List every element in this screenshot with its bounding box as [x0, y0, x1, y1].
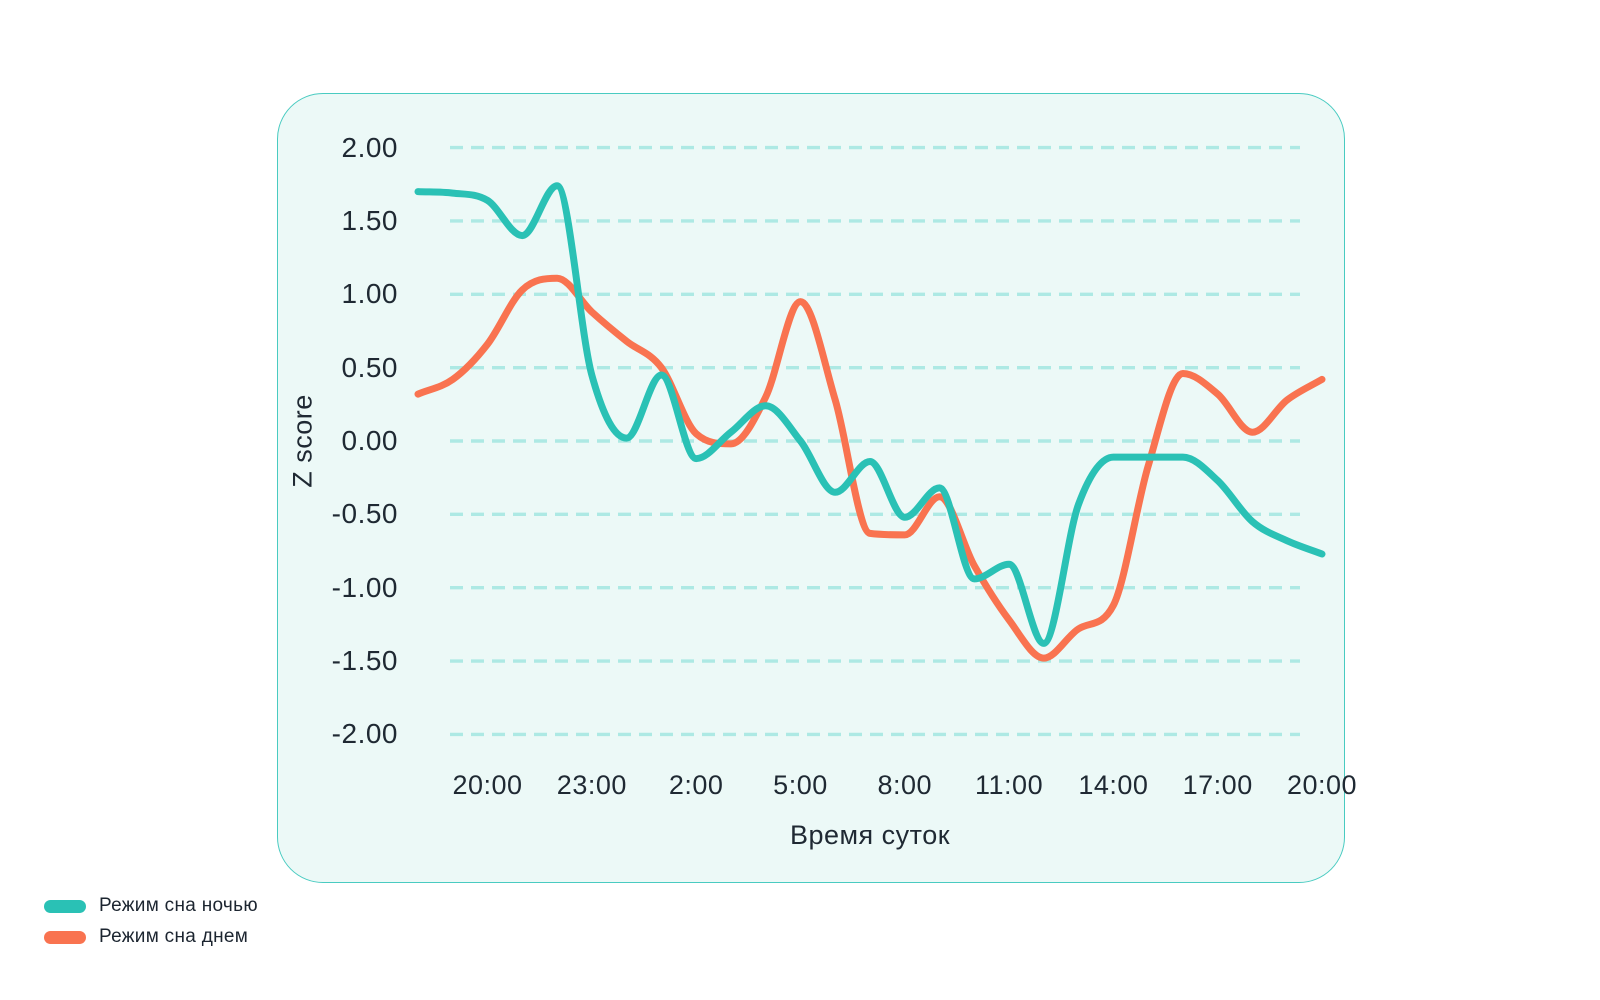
x-tick-label: 23:00 — [556, 770, 627, 800]
legend-swatch-day-icon — [44, 930, 86, 944]
y-tick-label: 0.00 — [341, 425, 398, 456]
y-tick-label: 1.00 — [341, 278, 398, 310]
y-tick-label: -0.50 — [331, 498, 398, 530]
y-axis-title: Z score — [287, 394, 318, 488]
x-tick-label: 20:00 — [1286, 770, 1358, 800]
y-tick-label: 0.50 — [341, 351, 398, 383]
y-tick-label: 2.00 — [341, 131, 398, 163]
x-tick-label: 5:00 — [773, 770, 828, 800]
x-tick-label: 2:00 — [668, 770, 724, 800]
y-tick-label: -2.00 — [331, 718, 398, 750]
x-tick-label: 17:00 — [1182, 770, 1253, 800]
y-tick-label: 1.50 — [341, 204, 398, 236]
y-tick-label: -1.00 — [331, 571, 398, 603]
x-tick-label: 8:00 — [877, 770, 933, 800]
legend-item-night: Режим сна ночью — [44, 893, 258, 919]
x-axis-title: Время суток — [789, 820, 951, 850]
legend-label-night: Режим сна ночью — [99, 895, 258, 916]
legend-item-day: Режим сна днем — [44, 924, 258, 950]
legend-swatch-night-icon — [44, 899, 86, 913]
chart-panel — [277, 93, 1345, 883]
x-tick-label: 14:00 — [1078, 770, 1149, 800]
x-tick-label: 11:00 — [975, 770, 1044, 800]
y-tick-label: -1.50 — [331, 645, 398, 677]
x-tick-label: 20:00 — [452, 770, 523, 800]
legend-label-day: Режим сна днем — [99, 926, 249, 947]
legend: Режим сна ночью Режим сна днем — [44, 893, 258, 950]
